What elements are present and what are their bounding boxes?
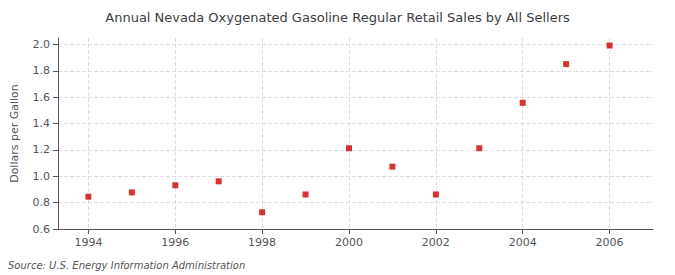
svg-text:2002: 2002	[422, 236, 450, 249]
svg-text:2000: 2000	[335, 236, 363, 249]
svg-text:Annual Nevada Oxygenated Gasol: Annual Nevada Oxygenated Gasoline Regula…	[105, 10, 570, 25]
svg-text:1994: 1994	[74, 236, 102, 249]
svg-text:Source: U.S. Energy Informatio: Source: U.S. Energy Information Administ…	[8, 260, 245, 271]
svg-text:1.4: 1.4	[33, 117, 51, 130]
svg-text:1.8: 1.8	[33, 64, 51, 77]
svg-text:2006: 2006	[596, 236, 624, 249]
svg-text:1.6: 1.6	[33, 91, 51, 104]
svg-text:0.8: 0.8	[33, 196, 51, 209]
svg-text:1996: 1996	[161, 236, 189, 249]
svg-text:1.0: 1.0	[33, 170, 51, 183]
svg-text:Dollars per Gallon: Dollars per Gallon	[8, 84, 21, 183]
svg-text:1998: 1998	[248, 236, 276, 249]
svg-text:0.6: 0.6	[33, 223, 51, 236]
svg-text:1.2: 1.2	[33, 143, 51, 156]
svg-text:2.0: 2.0	[33, 38, 51, 51]
svg-text:2004: 2004	[509, 236, 537, 249]
